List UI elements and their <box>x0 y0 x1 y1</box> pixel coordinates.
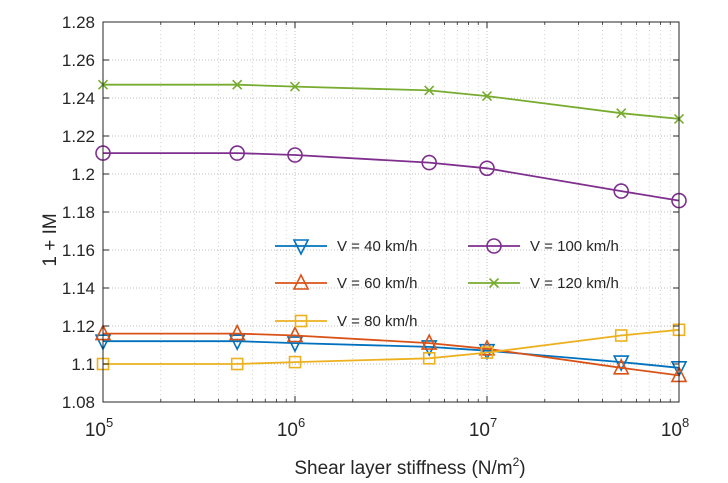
y-tick-label: 1.24 <box>62 89 95 108</box>
data-point <box>229 145 246 161</box>
legend-marker <box>486 238 502 254</box>
y-tick-label: 1.28 <box>62 13 95 32</box>
data-point <box>614 329 628 342</box>
data-point <box>228 323 246 341</box>
series-line <box>103 328 680 365</box>
y-tick-label: 1.2 <box>71 165 95 184</box>
y-tick-label: 1.26 <box>62 51 95 70</box>
data-point <box>422 351 436 365</box>
series-5 <box>97 79 685 124</box>
y-tick-label: 1.12 <box>62 317 95 336</box>
y-tick-label: 1.22 <box>62 127 95 146</box>
legend-entry-5: V = 120 km/h <box>468 275 619 292</box>
x-tick-base: 10 <box>661 420 682 441</box>
x-tick-base: 10 <box>277 420 298 441</box>
legend-label: V = 120 km/h <box>530 275 619 292</box>
legend-label: V = 40 km/h <box>337 238 417 255</box>
data-point <box>286 336 304 353</box>
data-point <box>479 160 495 177</box>
x-axis-label-text: Shear layer stiffness (N/m <box>294 458 512 479</box>
data-point <box>287 147 303 163</box>
series-line <box>103 152 680 202</box>
legend: V = 40 km/h V = 60 km/h V = 80 km/h V = 100… <box>275 238 619 330</box>
legend-entry-2: V = 60 km/h <box>275 273 417 292</box>
legend-marker <box>292 273 310 290</box>
data-point <box>481 91 493 102</box>
x-tick-label: 107 <box>469 415 497 441</box>
legend-marker <box>294 314 308 328</box>
x-tick-label: 106 <box>277 415 305 441</box>
data-point <box>421 154 438 171</box>
legend-entry-1: V = 40 km/h <box>275 238 417 256</box>
legend-label: V = 80 km/h <box>337 313 417 330</box>
x-tick-exponent: 5 <box>106 415 113 430</box>
x-tick-label: 108 <box>661 415 689 441</box>
marker-stroke <box>232 79 243 90</box>
y-axis-label: 1 + IM <box>40 213 61 266</box>
x-tick-base: 10 <box>469 420 490 441</box>
marker-stroke <box>424 85 435 96</box>
legend-label: V = 60 km/h <box>337 275 417 292</box>
marker-stroke <box>488 277 500 289</box>
series-layer <box>94 79 688 383</box>
y-tick-label: 1.16 <box>62 241 95 260</box>
legend-entry-4: V = 100 km/h <box>468 238 619 255</box>
x-tick-base: 10 <box>85 420 106 441</box>
data-point <box>232 79 243 90</box>
data-point <box>613 183 630 199</box>
data-point <box>612 355 630 372</box>
legend-marker <box>488 277 500 289</box>
data-point <box>289 81 301 92</box>
series-line <box>103 340 680 369</box>
x-axis-label-sup: 2 <box>513 455 520 469</box>
x-axis-label: Shear layer stiffness (N/m2) <box>294 455 525 479</box>
x-tick-exponent: 6 <box>298 415 305 430</box>
data-point <box>616 108 627 119</box>
legend-entry-3: V = 80 km/h <box>275 313 417 330</box>
x-tick-labels: 105 106 107 108 <box>85 415 689 441</box>
y-tick-label: 1.08 <box>62 393 95 412</box>
y-tick-label: 1.18 <box>62 203 95 222</box>
x-tick-exponent: 8 <box>682 415 689 430</box>
data-point <box>420 340 438 357</box>
x-tick-label: 105 <box>85 415 113 441</box>
series-line <box>103 332 680 377</box>
axes <box>102 21 680 403</box>
data-point <box>420 333 438 350</box>
y-tick-labels: 1.08 1.1 1.12 1.14 1.16 1.18 1.2 1.22 1.24 1.26 1.… <box>62 13 95 412</box>
marker-stroke <box>289 81 301 92</box>
y-tick-label: 1.14 <box>62 279 95 298</box>
x-axis-label-suffix: ) <box>519 458 525 479</box>
data-point <box>288 355 302 369</box>
legend-marker <box>292 239 310 256</box>
minor-grid <box>160 22 671 402</box>
marker-stroke <box>616 108 627 119</box>
data-point <box>230 357 244 371</box>
marker-stroke <box>481 91 493 102</box>
x-tick-exponent: 7 <box>490 415 497 430</box>
data-point <box>424 85 435 96</box>
data-point <box>480 346 494 359</box>
y-tick-label: 1.1 <box>71 355 95 374</box>
data-point <box>228 334 246 351</box>
data-point <box>612 358 630 375</box>
data-point <box>286 325 304 343</box>
legend-label: V = 100 km/h <box>530 238 619 255</box>
